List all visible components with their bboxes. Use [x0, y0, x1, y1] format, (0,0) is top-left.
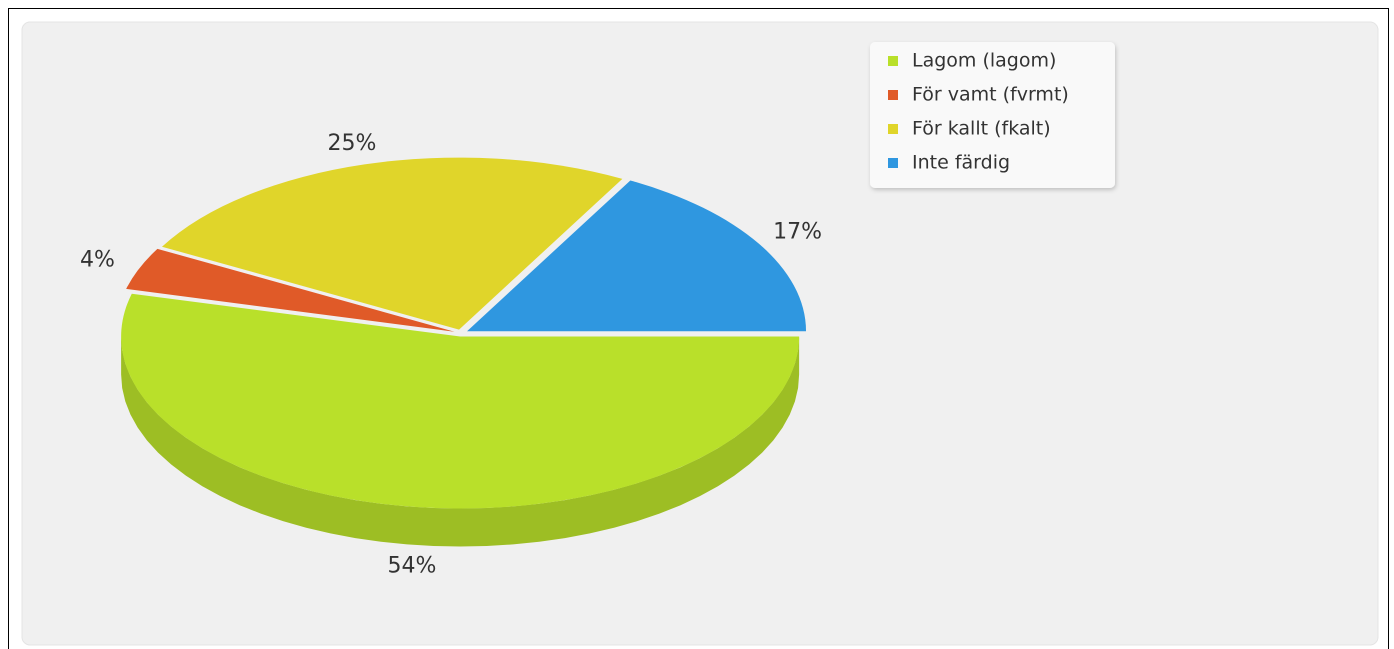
legend: Lagom (lagom) För vamt (fvrmt) För kallt (… [888, 50, 1069, 174]
legend-swatch [888, 124, 898, 134]
legend-swatch [888, 158, 898, 168]
legend-box [870, 42, 1115, 188]
legend-swatch [888, 56, 898, 66]
slice [121, 293, 800, 509]
data-label: 54% [388, 553, 437, 578]
slice-side [121, 336, 800, 547]
data-label: 4% [80, 247, 115, 272]
data-label: 17% [773, 220, 822, 245]
legend-label: För kallt (fkalt) [912, 118, 1051, 140]
slice [467, 180, 807, 332]
legend-label: Inte färdig [912, 152, 1010, 174]
legend-swatch [888, 90, 898, 100]
legend-label: För vamt (fvrmt) [912, 84, 1069, 106]
pie: 54% 4% 25% 17% [80, 131, 822, 579]
slice [126, 248, 455, 332]
slice [161, 157, 623, 330]
frame [8, 8, 1389, 649]
data-label: 25% [327, 131, 376, 156]
legend-label: Lagom (lagom) [912, 50, 1056, 72]
